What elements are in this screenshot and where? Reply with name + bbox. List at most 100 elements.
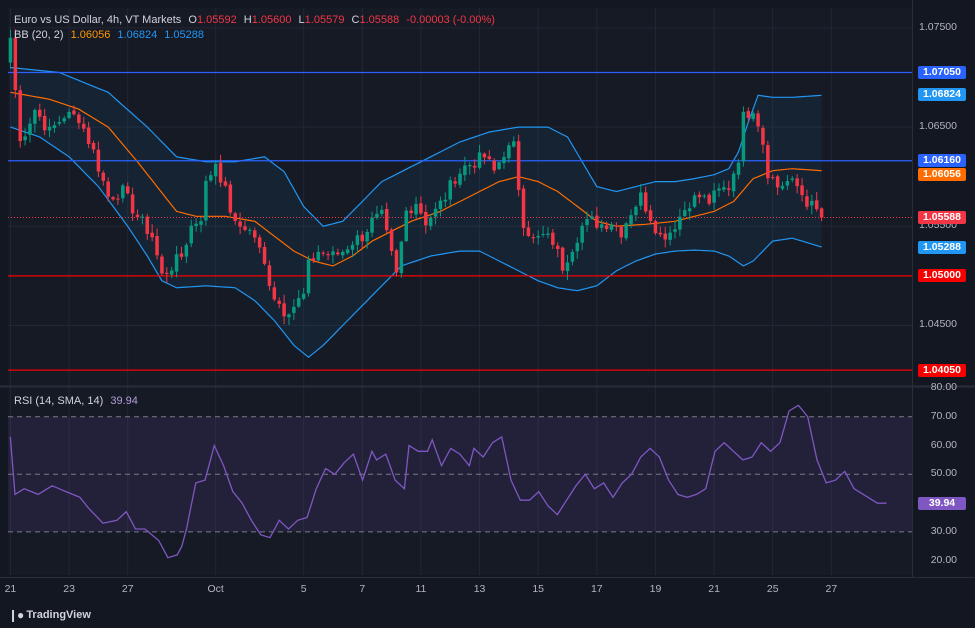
- ohlc-open-label: O: [188, 14, 197, 26]
- candle-body: [33, 109, 37, 124]
- candle-body: [463, 165, 467, 176]
- candle-body: [28, 123, 32, 135]
- candle-body: [428, 217, 433, 227]
- bb-legend[interactable]: BB (20, 2) 1.06056 1.06824 1.05288: [14, 29, 208, 41]
- candle-body: [204, 180, 208, 221]
- date-tick-label: 7: [359, 583, 366, 595]
- price-pane-bg: [8, 8, 912, 385]
- candle-body: [262, 246, 267, 264]
- candle-body: [38, 109, 42, 117]
- candle-body: [394, 250, 399, 273]
- candle-body: [257, 237, 262, 248]
- candle-body: [360, 234, 365, 242]
- candle-body: [741, 111, 746, 162]
- candle-body: [683, 210, 687, 217]
- bb-legend-label: BB (20, 2): [14, 29, 64, 41]
- candle-body: [492, 160, 496, 171]
- candle-body: [468, 165, 472, 167]
- price-tick-label: 1.04500: [919, 318, 957, 331]
- candle-body: [756, 113, 760, 127]
- candle-body: [277, 300, 281, 304]
- candle-body: [819, 208, 824, 218]
- candle-body: [67, 111, 71, 119]
- date-tick-label: 19: [649, 583, 662, 595]
- ohlc-high-value: 1.05600: [251, 14, 292, 26]
- candle-body: [751, 113, 755, 120]
- date-tick-label: 27: [121, 583, 134, 595]
- candle-body: [311, 258, 316, 261]
- candle-body: [8, 37, 13, 63]
- date-tick-label: 5: [300, 583, 307, 595]
- candle-body: [541, 233, 545, 235]
- candle-body: [609, 224, 614, 230]
- candle-body: [585, 219, 589, 226]
- ohlc-low: L1.05579: [299, 14, 345, 26]
- rsi-pane-bg: [8, 388, 912, 575]
- date-tick-label: Oct: [207, 583, 224, 595]
- ohlc-open-value: 1.05592: [196, 14, 237, 26]
- date-tick-label: 17: [590, 583, 603, 595]
- candle-body: [91, 142, 96, 150]
- candle-body: [507, 145, 511, 159]
- candle-body: [365, 231, 369, 242]
- candle-body: [306, 259, 311, 294]
- candle-body: [516, 141, 521, 190]
- candle-body: [433, 208, 438, 217]
- candle-body: [595, 215, 599, 228]
- candle-body: [399, 241, 404, 274]
- candle-body: [766, 145, 770, 179]
- date-tick-label: 13: [473, 583, 486, 595]
- candle-body: [331, 251, 335, 256]
- candle-body: [790, 178, 795, 180]
- candle-body: [18, 90, 22, 142]
- candle-body: [106, 181, 110, 197]
- candle-body: [443, 199, 448, 202]
- price-level-label: 1.05000: [918, 269, 966, 283]
- candle-body: [770, 177, 775, 179]
- candle-body: [189, 225, 194, 244]
- candle-body: [370, 217, 374, 233]
- candle-body: [673, 229, 677, 232]
- candle-body: [57, 122, 62, 124]
- candle-body: [458, 173, 462, 185]
- bb-upper-value: 1.06824: [117, 29, 158, 41]
- rsi-tick-label: 50.00: [930, 467, 957, 480]
- candle-body: [135, 214, 140, 218]
- symbol-title: Euro vs US Dollar, 4h, VT Markets: [14, 14, 182, 26]
- candle-body: [86, 127, 91, 144]
- candlesticks: [8, 29, 824, 325]
- price-change: -0.00003 (-0.00%): [406, 14, 495, 26]
- candle-body: [130, 194, 135, 214]
- candle-body: [580, 225, 584, 243]
- candle-body: [663, 233, 667, 240]
- tradingview-logo[interactable]: ❙● TradingView: [8, 608, 91, 622]
- candle-body: [419, 203, 423, 214]
- candle-body: [634, 206, 638, 216]
- candle-body: [47, 126, 52, 131]
- candle-body: [785, 181, 790, 186]
- rsi-value-label: 39.94: [918, 496, 966, 510]
- price-tick-label: 1.06500: [919, 120, 957, 133]
- candle-body: [287, 314, 291, 318]
- candle-body: [668, 232, 672, 240]
- price-level-label: 1.06824: [918, 88, 966, 102]
- price-tick-label: 1.07500: [919, 20, 957, 33]
- candle-body: [326, 254, 330, 256]
- candle-body: [409, 210, 413, 214]
- candle-body: [243, 226, 247, 230]
- candle-body: [62, 118, 66, 122]
- candle-body: [345, 249, 350, 254]
- candle-body: [678, 216, 682, 230]
- candle-body: [350, 244, 355, 250]
- candle-body: [340, 251, 345, 256]
- candle-body: [497, 162, 501, 169]
- rsi-tick-label: 20.00: [930, 553, 957, 566]
- candle-body: [438, 200, 443, 210]
- candle-body: [72, 110, 76, 115]
- candle-body: [253, 230, 257, 238]
- candle-body: [213, 163, 218, 177]
- bb-lower-line: [10, 126, 822, 358]
- rsi-legend-label: RSI (14, SMA, 14): [14, 395, 104, 407]
- rsi-legend[interactable]: RSI (14, SMA, 14) 39.94: [14, 395, 142, 407]
